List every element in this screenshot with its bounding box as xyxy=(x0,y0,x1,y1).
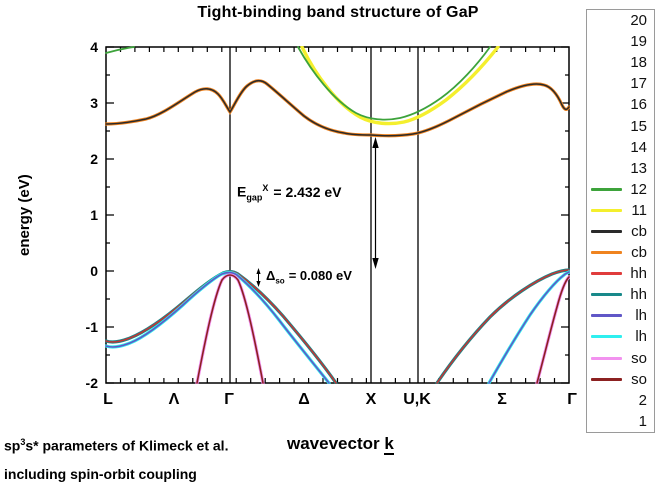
legend-row: hh xyxy=(587,263,654,284)
curve-so-maroon-right xyxy=(536,276,570,384)
so-split-arrow-icon xyxy=(256,268,261,287)
legend-label: 19 xyxy=(630,33,647,51)
legend-line-sample xyxy=(591,293,622,297)
curve-hh-red-right xyxy=(436,269,570,384)
curve-hh-red-left xyxy=(105,270,337,384)
legend-row: 18 xyxy=(587,52,654,73)
legend-row: 13 xyxy=(587,158,654,179)
legend-label: 16 xyxy=(630,96,647,114)
annotation-band-gap: EgapX = 2.432 eV xyxy=(237,183,342,203)
legend-row: 16 xyxy=(587,94,654,115)
legend-label: 14 xyxy=(630,138,647,156)
legend-line-sample xyxy=(591,377,622,381)
chart-title: Tight-binding band structure of GaP xyxy=(197,4,479,21)
curve-lh-cyan-right xyxy=(487,270,570,384)
y-tick-label: -1 xyxy=(85,319,98,335)
wavevector-k-symbol: k xyxy=(384,434,394,455)
curve-cb-black xyxy=(105,80,570,137)
legend-label: hh xyxy=(630,286,647,304)
legend-line-sample xyxy=(591,251,622,255)
legend-label: lh xyxy=(635,328,647,346)
legend-row: 1 xyxy=(587,411,654,432)
legend-row: 20 xyxy=(587,10,654,31)
curve-band-12-green xyxy=(297,46,491,121)
legend-label: so xyxy=(631,349,647,367)
legend-row: lh xyxy=(587,305,654,326)
legend-row: 11 xyxy=(587,200,654,221)
legend-label: 17 xyxy=(630,75,647,93)
footnote-spin-orbit: including spin-orbit coupling xyxy=(4,466,197,482)
legend-label: 15 xyxy=(630,117,647,135)
x-tick-label-Γ: Γ xyxy=(224,391,234,408)
x-axis-title: wavevector k xyxy=(287,434,394,455)
legend-label: 11 xyxy=(631,201,647,219)
y-tick-label: -2 xyxy=(85,375,98,391)
x-tick-label-Λ: Λ xyxy=(168,391,180,408)
curve-lh-blue-right xyxy=(488,271,570,384)
legend-line-sample xyxy=(591,208,622,212)
legend-line-sample xyxy=(591,229,622,233)
delta-symbol: Δ xyxy=(266,268,276,283)
legend-row: hh xyxy=(587,284,654,305)
y-tick-label: 4 xyxy=(90,39,98,55)
y-tick-label: 1 xyxy=(90,207,98,223)
legend-line-sample xyxy=(591,314,622,318)
legend-row: 19 xyxy=(587,31,654,52)
band-curves xyxy=(105,46,570,384)
x-tick-label-U,K: U,K xyxy=(403,391,431,408)
legend-label: hh xyxy=(630,265,647,283)
x-tick-label-L: L xyxy=(103,391,113,408)
legend-label: 1 xyxy=(638,412,647,430)
legend-label: 2 xyxy=(638,391,647,409)
legend-row: cb xyxy=(587,242,654,263)
gap-symbol: E xyxy=(237,183,247,200)
curve-band-12-green-left xyxy=(105,46,135,54)
legend-row: 12 xyxy=(587,179,654,200)
y-tick-label: 3 xyxy=(90,95,98,111)
legend-row: so xyxy=(587,369,654,390)
curve-cb-orange xyxy=(105,79,570,138)
band-gap-arrow-icon xyxy=(372,137,379,269)
footnote-parameters: sp3s* parameters of Klimeck et al. xyxy=(4,437,229,454)
x-tick-label-Γ: Γ xyxy=(567,391,577,408)
legend-line-sample xyxy=(591,272,622,276)
high-symmetry-lines xyxy=(229,47,419,383)
legend-row: 14 xyxy=(587,137,654,158)
legend-row: 17 xyxy=(587,73,654,94)
legend-row: lh xyxy=(587,326,654,347)
legend-row: so xyxy=(587,348,654,369)
legend-label: so xyxy=(631,370,647,388)
y-tick-label: 2 xyxy=(90,151,98,167)
legend-label: 20 xyxy=(630,12,647,30)
legend-line-sample xyxy=(591,187,622,191)
legend-label: cb xyxy=(631,222,647,240)
legend-row: 2 xyxy=(587,390,654,411)
legend-label: cb xyxy=(631,244,647,262)
so-value: = 0.080 eV xyxy=(288,268,352,283)
curve-lh-blue-left xyxy=(105,271,330,384)
x-tick-label-Δ: Δ xyxy=(298,391,310,408)
legend-line-sample xyxy=(591,356,622,360)
annotation-so-splitting: Δso = 0.080 eV xyxy=(266,268,352,286)
legend-label: 13 xyxy=(630,159,647,177)
legend-label: 18 xyxy=(630,54,647,72)
legend-line-sample xyxy=(591,335,622,339)
gap-value: = 2.432 eV xyxy=(273,183,342,200)
legend-row: 15 xyxy=(587,115,654,136)
x-tick-label-Σ: Σ xyxy=(497,391,507,408)
legend-label: 12 xyxy=(630,180,647,198)
legend: 20 19 18 17 16 15 14 13 12 11 cb cb hh hh lh lh so so 2 1 xyxy=(586,9,655,433)
curve-hh-teal-left xyxy=(105,270,338,384)
curve-hh-teal-right xyxy=(435,268,570,384)
x-tick-label-X: X xyxy=(365,391,377,408)
y-tick-label: 0 xyxy=(90,263,98,279)
curve-so-maroon-left xyxy=(196,274,264,384)
legend-row: cb xyxy=(587,221,654,242)
legend-label: lh xyxy=(635,307,647,325)
